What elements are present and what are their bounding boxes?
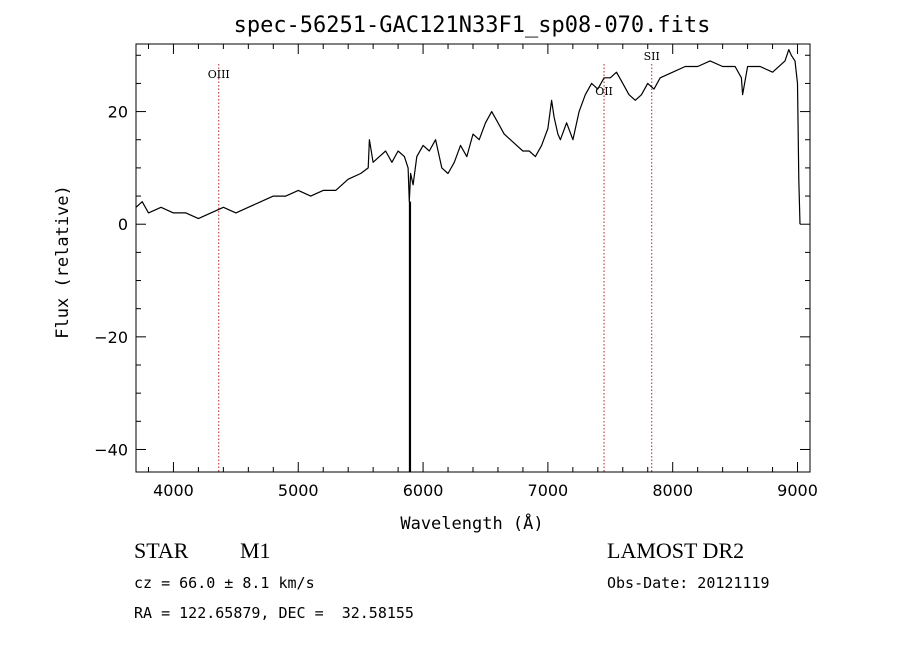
x-tick-labels: 4000 5000 6000 7000 8000 9000 [153, 481, 818, 500]
x-tick-label-4: 8000 [652, 481, 693, 500]
x-tick-label-0: 4000 [153, 481, 194, 500]
marker-label-1: OII [595, 85, 613, 98]
object-class: STAR [134, 538, 189, 563]
chart-title: spec-56251-GAC121N33F1_sp08-070.fits [234, 13, 711, 38]
x-tick-label-5: 9000 [777, 481, 818, 500]
x-axis-label: Wavelength (Å) [400, 512, 543, 534]
y-tick-labels: −40 −20 0 20 [94, 103, 128, 460]
x-tick-label-2: 6000 [403, 481, 444, 500]
emission-line-markers: OIII OII SII [208, 50, 660, 472]
spectrum-series [135, 49, 801, 472]
x-tick-label-1: 5000 [278, 481, 319, 500]
y-tick-label-2: 0 [118, 215, 128, 234]
y-axis-label: Flux (relative) [53, 185, 73, 339]
spectrum-line-0 [135, 49, 801, 225]
survey-name: LAMOST DR2 [607, 538, 745, 563]
ra-dec: RA = 122.65879, DEC = 32.58155 [134, 604, 414, 622]
plot-frame [135, 43, 811, 473]
object-subclass: M1 [240, 538, 271, 563]
y-tick-label-0: −40 [94, 440, 128, 459]
observation-date: Obs-Date: 20121119 [607, 574, 770, 592]
y-tick-label-1: −20 [94, 328, 128, 347]
redshift-velocity: cz = 66.0 ± 8.1 km/s [134, 574, 315, 592]
x-tick-label-3: 7000 [528, 481, 569, 500]
y-tick-label-3: 20 [108, 103, 128, 122]
marker-label-2: SII [644, 50, 660, 63]
plot-axes [135, 43, 811, 473]
marker-label-0: OIII [208, 68, 230, 81]
